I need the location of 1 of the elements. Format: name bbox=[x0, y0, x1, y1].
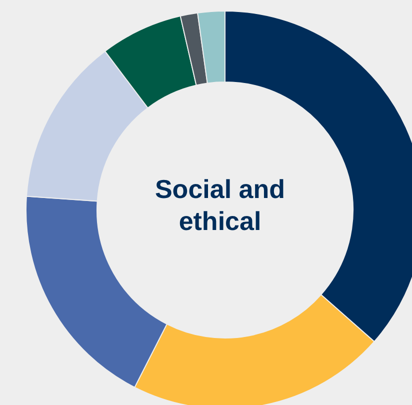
text: Social and ethical bbox=[154, 173, 286, 238]
